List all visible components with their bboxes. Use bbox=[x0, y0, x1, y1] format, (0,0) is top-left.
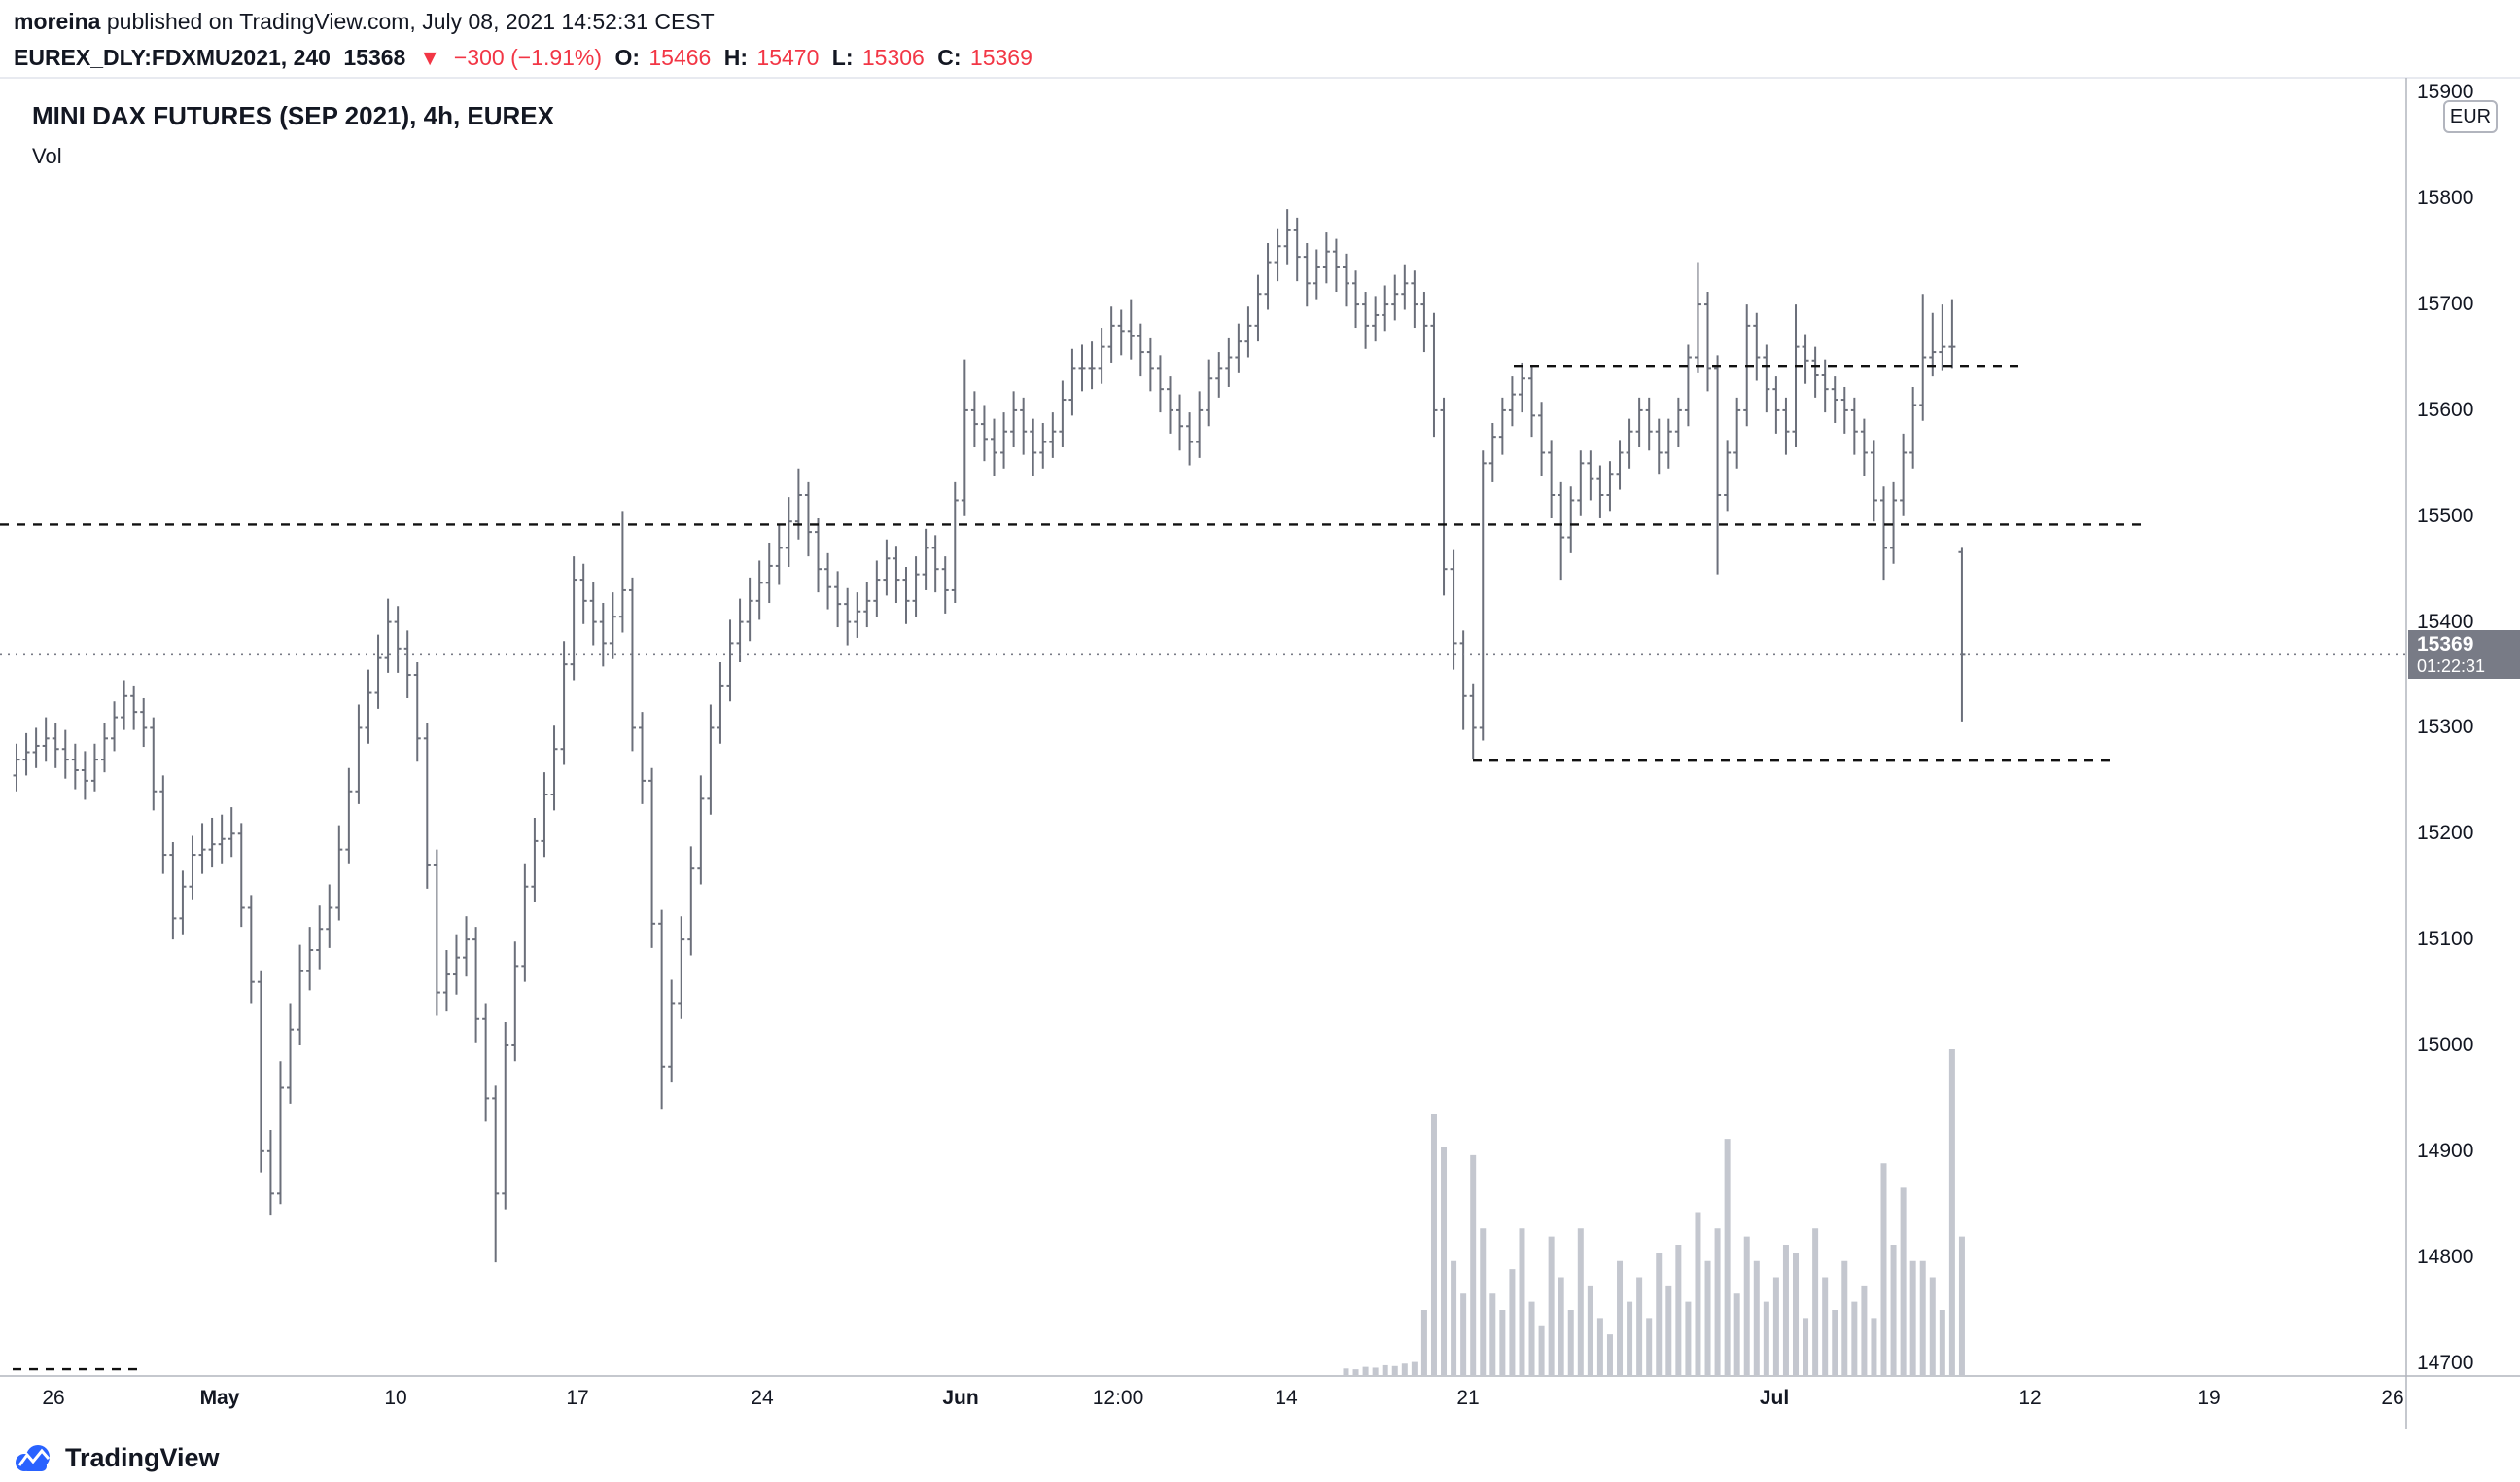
bar-countdown: 01:22:31 bbox=[2417, 656, 2486, 677]
price-axis[interactable]: 15900 15800 15700 15600 15500 15400 15300 15200… bbox=[2408, 78, 2520, 1376]
currency-unit-button[interactable]: EUR bbox=[2443, 100, 2498, 133]
time-axis-label: 17 bbox=[566, 1387, 589, 1409]
last-price-tag: 15369 01:22:31 bbox=[2408, 630, 2520, 680]
time-axis-label: 12 bbox=[2018, 1387, 2042, 1409]
publisher-text: published on TradingView.com, July 08, 2… bbox=[100, 9, 715, 34]
price-axis-label: 15100 bbox=[2417, 928, 2474, 951]
change-value: −300 (−1.91%) bbox=[453, 45, 603, 70]
time-axis-label: 24 bbox=[751, 1387, 774, 1409]
price-axis-label: 15200 bbox=[2417, 822, 2474, 845]
low-value: 15306 bbox=[861, 45, 925, 70]
publisher-username: moreina bbox=[14, 9, 101, 34]
close-value: 15369 bbox=[969, 45, 1032, 70]
open-value: 15466 bbox=[648, 45, 712, 70]
tradingview-logo-icon bbox=[16, 1444, 51, 1471]
time-axis-label: 26 bbox=[42, 1387, 65, 1409]
time-axis-label: May bbox=[199, 1387, 240, 1409]
volume-bars bbox=[1343, 1049, 1965, 1375]
chart-title: MINI DAX FUTURES (SEP 2021), 4h, EUREX bbox=[32, 101, 554, 130]
time-axis-label: 21 bbox=[1456, 1387, 1480, 1409]
price-axis-label: 15400 bbox=[2417, 610, 2474, 633]
price-axis-label: 15800 bbox=[2417, 187, 2474, 210]
price-axis-label: 14800 bbox=[2417, 1245, 2474, 1268]
price-axis-label: 15700 bbox=[2417, 293, 2474, 316]
time-axis-label: 10 bbox=[384, 1387, 407, 1409]
time-axis-label: Jun bbox=[942, 1387, 979, 1409]
high-value: 15470 bbox=[756, 45, 820, 70]
tradingview-wordmark: TradingView bbox=[65, 1443, 220, 1472]
low-label: L: bbox=[831, 45, 854, 70]
high-label: H: bbox=[723, 45, 749, 70]
time-axis-label: 14 bbox=[1275, 1387, 1298, 1409]
time-axis-label: 12:00 bbox=[1092, 1387, 1144, 1409]
price-axis-label: 15300 bbox=[2417, 716, 2474, 739]
price-axis-label: 15500 bbox=[2417, 504, 2474, 527]
open-label: O: bbox=[614, 45, 640, 70]
last-price-value: 15368 bbox=[343, 45, 406, 70]
time-axis-label: Jul bbox=[1759, 1387, 1790, 1409]
time-axis-label: 26 bbox=[2381, 1387, 2404, 1409]
price-axis-label: 14700 bbox=[2417, 1351, 2474, 1374]
volume-indicator-label: Vol bbox=[32, 144, 62, 168]
price-axis-label: 15000 bbox=[2417, 1033, 2474, 1056]
last-price-tag-value: 15369 bbox=[2417, 633, 2474, 656]
price-axis-label: 15600 bbox=[2417, 398, 2474, 421]
symbol-name[interactable]: EUREX_DLY:FDXMU2021, 240 bbox=[14, 45, 331, 70]
price-axis-label: 14900 bbox=[2417, 1139, 2474, 1162]
tradingview-logo[interactable]: TradingView bbox=[13, 1443, 220, 1473]
chart-legend: MINI DAX FUTURES (SEP 2021), 4h, EUREX V… bbox=[32, 101, 554, 169]
price-axis-label: 15900 bbox=[2417, 81, 2474, 104]
symbol-status-line: EUREX_DLY:FDXMU2021, 240 15368 ▼ −300 (−… bbox=[14, 45, 1039, 71]
time-axis[interactable]: 26 May 10 17 24 Jun 12:00 14 21 Jul 12 19 26 bbox=[0, 1376, 2406, 1429]
time-axis-label: 19 bbox=[2197, 1387, 2221, 1409]
ohlc-bars bbox=[13, 209, 1966, 1263]
close-label: C: bbox=[937, 45, 962, 70]
publisher-line: moreina published on TradingView.com, Ju… bbox=[14, 9, 715, 35]
down-arrow-icon: ▼ bbox=[418, 45, 441, 70]
